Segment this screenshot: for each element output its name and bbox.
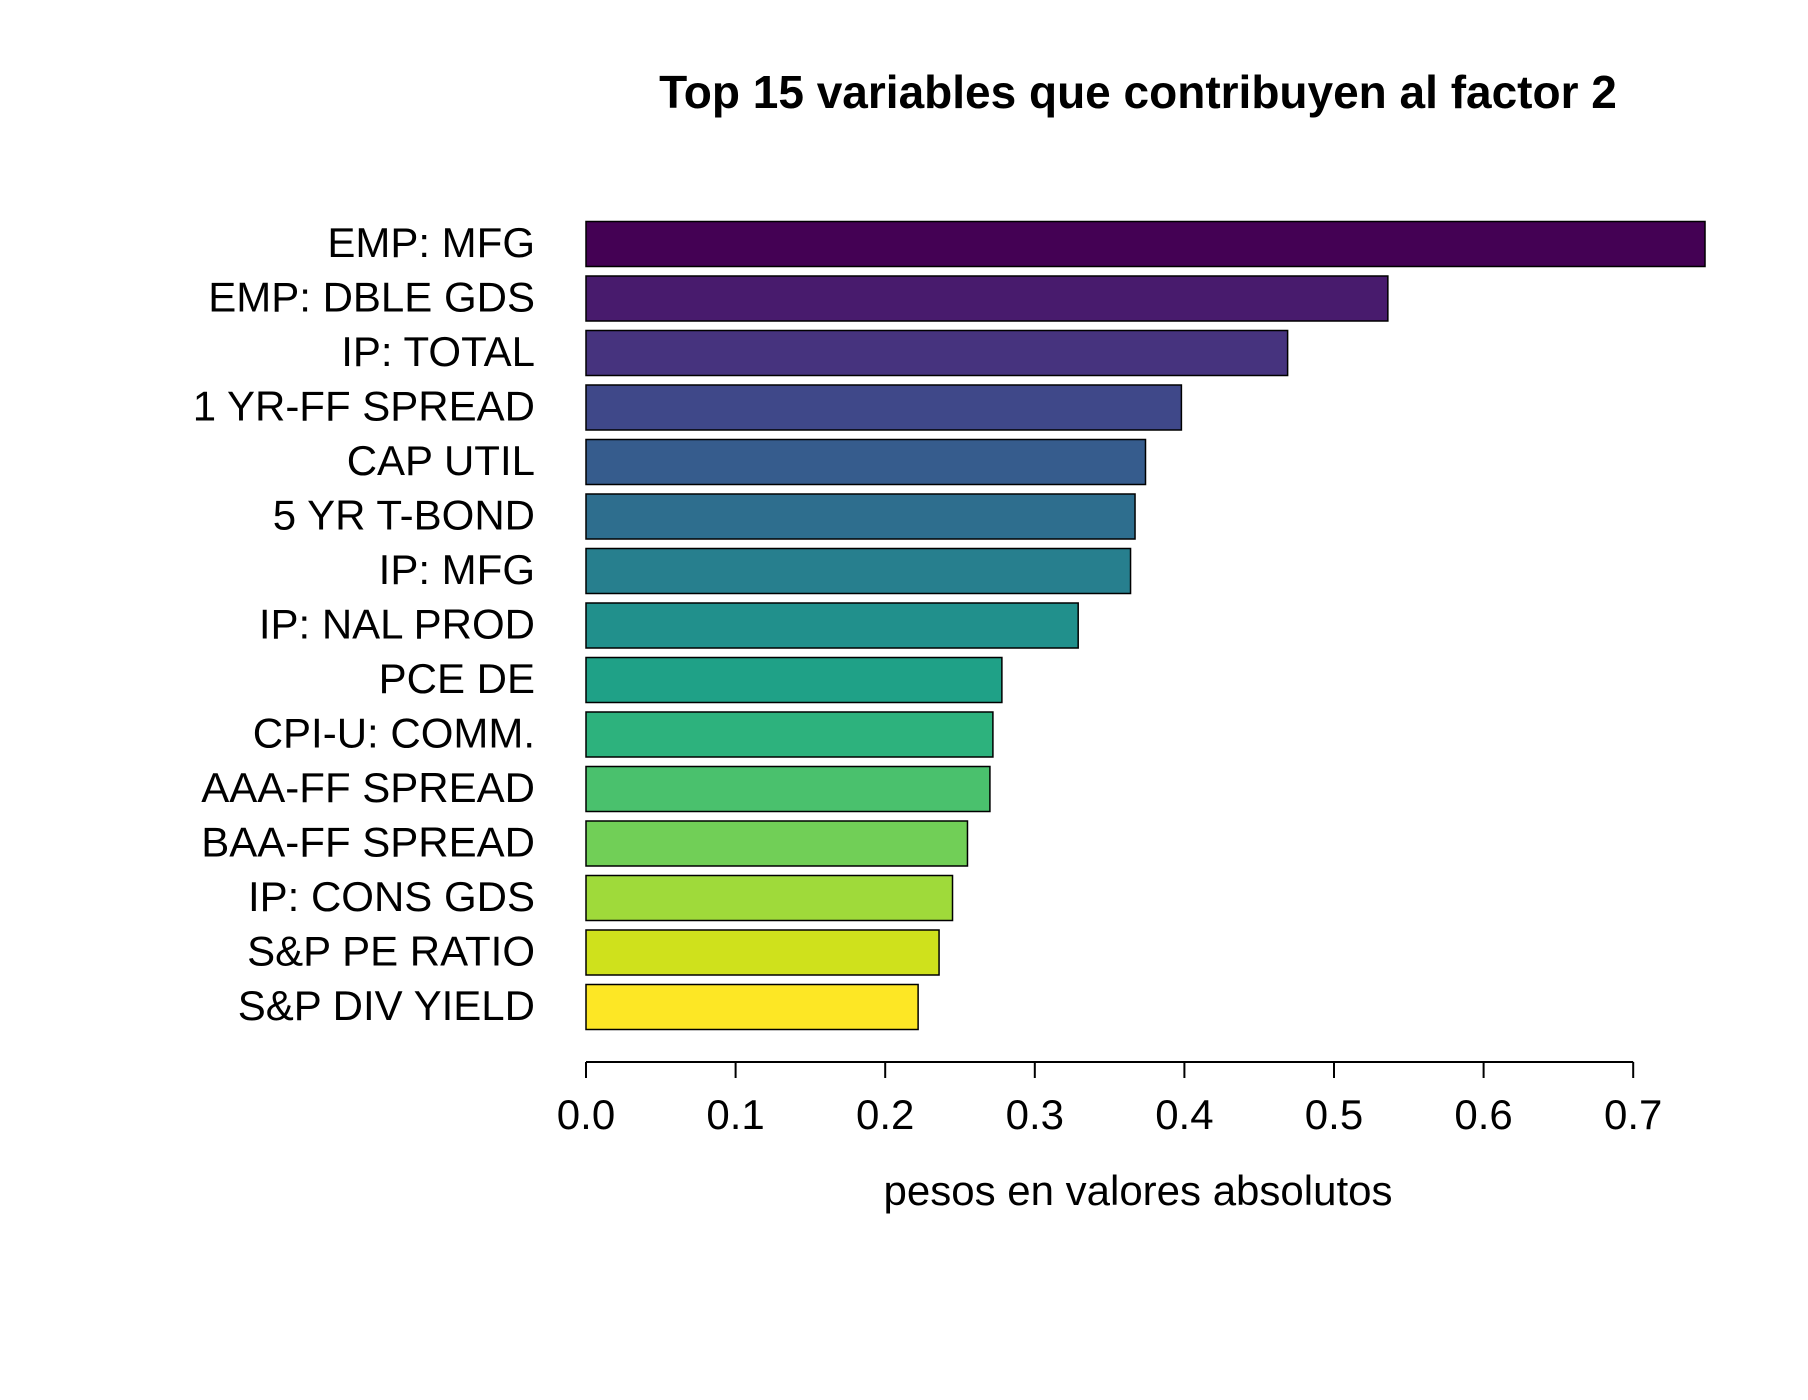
bar bbox=[585, 656, 1003, 704]
y-tick-label: S&P PE RATIO bbox=[247, 928, 535, 975]
y-tick-label: CPI-U: COMM. bbox=[253, 710, 535, 757]
bar bbox=[585, 874, 954, 922]
chart-title: Top 15 variables que contribuyen al fact… bbox=[659, 66, 1617, 118]
bar bbox=[585, 438, 1147, 486]
bar bbox=[585, 983, 919, 1031]
y-tick-label: 5 YR T-BOND bbox=[273, 492, 535, 539]
y-tick-label: IP: CONS GDS bbox=[248, 873, 535, 920]
bar bbox=[585, 220, 1706, 268]
bar bbox=[585, 329, 1289, 377]
x-tick-label: 0.6 bbox=[1454, 1091, 1512, 1138]
bar bbox=[585, 711, 994, 758]
x-tick-label: 0.7 bbox=[1604, 1091, 1662, 1138]
bar bbox=[585, 602, 1079, 649]
y-tick-label: IP: MFG bbox=[379, 546, 535, 593]
x-tick-label: 0.5 bbox=[1305, 1091, 1363, 1138]
y-tick-label: EMP: MFG bbox=[327, 219, 535, 266]
bar bbox=[585, 547, 1132, 595]
bar bbox=[585, 820, 969, 867]
x-tick-label: 0.4 bbox=[1155, 1091, 1213, 1138]
x-axis-label: pesos en valores absolutos bbox=[884, 1167, 1393, 1214]
x-tick-label: 0.3 bbox=[1006, 1091, 1064, 1138]
bar bbox=[585, 493, 1136, 540]
y-tick-label: 1 YR-FF SPREAD bbox=[193, 383, 535, 430]
bar bbox=[585, 384, 1183, 431]
y-tick-label: PCE DE bbox=[379, 655, 535, 702]
x-tick-label: 0.0 bbox=[557, 1091, 615, 1138]
bar bbox=[585, 929, 940, 976]
y-tick-label: AAA-FF SPREAD bbox=[201, 764, 535, 811]
x-tick-label: 0.2 bbox=[856, 1091, 914, 1138]
y-tick-label: IP: NAL PROD bbox=[259, 601, 535, 648]
bar bbox=[585, 765, 991, 813]
y-tick-label: IP: TOTAL bbox=[341, 328, 535, 375]
bar bbox=[585, 275, 1389, 322]
x-tick-label: 0.1 bbox=[706, 1091, 764, 1138]
y-tick-label: EMP: DBLE GDS bbox=[208, 274, 535, 321]
y-tick-label: CAP UTIL bbox=[347, 437, 535, 484]
y-tick-label: BAA-FF SPREAD bbox=[201, 819, 535, 866]
y-tick-label: S&P DIV YIELD bbox=[238, 982, 535, 1029]
